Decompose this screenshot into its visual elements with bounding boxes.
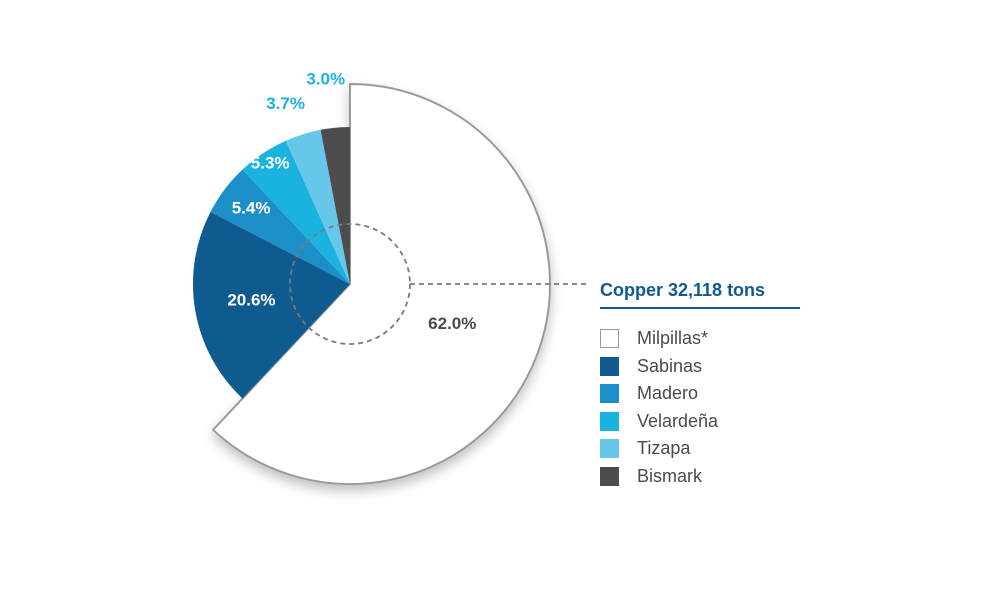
legend-label: Tizapa (637, 438, 691, 459)
pie-slice-bismark (320, 127, 350, 284)
legend-label: Madero (637, 383, 699, 404)
legend-label: Velardeña (637, 410, 719, 431)
legend-item-madero: Madero (600, 380, 800, 408)
legend-list: Milpillas* Sabinas Madero Velardeña Tiza… (600, 325, 800, 490)
legend: Copper 32,118 tons Milpillas* Sabinas Ma… (600, 280, 800, 490)
legend-swatch (600, 329, 619, 349)
legend-swatch (600, 356, 619, 376)
legend-swatch (600, 439, 619, 459)
legend-swatch (600, 411, 619, 431)
data-label-velardea: 5.3% (251, 154, 290, 173)
data-label-tizapa: 3.7% (266, 94, 305, 113)
data-label-bismark: 3.0% (306, 69, 345, 88)
data-label-sabinas: 20.6% (227, 290, 275, 309)
pie-slice-sabinas (192, 211, 350, 399)
chart-title: Copper 32,118 tons (600, 280, 800, 309)
legend-item-sabinas: Sabinas (600, 353, 800, 381)
data-label-milpillas: 62.0% (428, 314, 476, 333)
pie-slice-velardea (242, 140, 350, 284)
legend-item-velardena: Velardeña (600, 408, 800, 436)
legend-swatch (600, 466, 619, 486)
legend-label: Milpillas* (637, 328, 709, 349)
pie-slice-madero (210, 169, 350, 284)
pie-slice-milpillas (211, 82, 551, 485)
pie-slice-tizapa (285, 129, 350, 284)
data-label-madero: 5.4% (232, 199, 271, 218)
legend-item-milpillas: Milpillas* (600, 325, 800, 353)
legend-item-tizapa: Tizapa (600, 435, 800, 463)
legend-item-bismark: Bismark (600, 463, 800, 491)
legend-label: Bismark (637, 465, 703, 486)
legend-swatch (600, 384, 619, 404)
legend-label: Sabinas (637, 355, 703, 376)
